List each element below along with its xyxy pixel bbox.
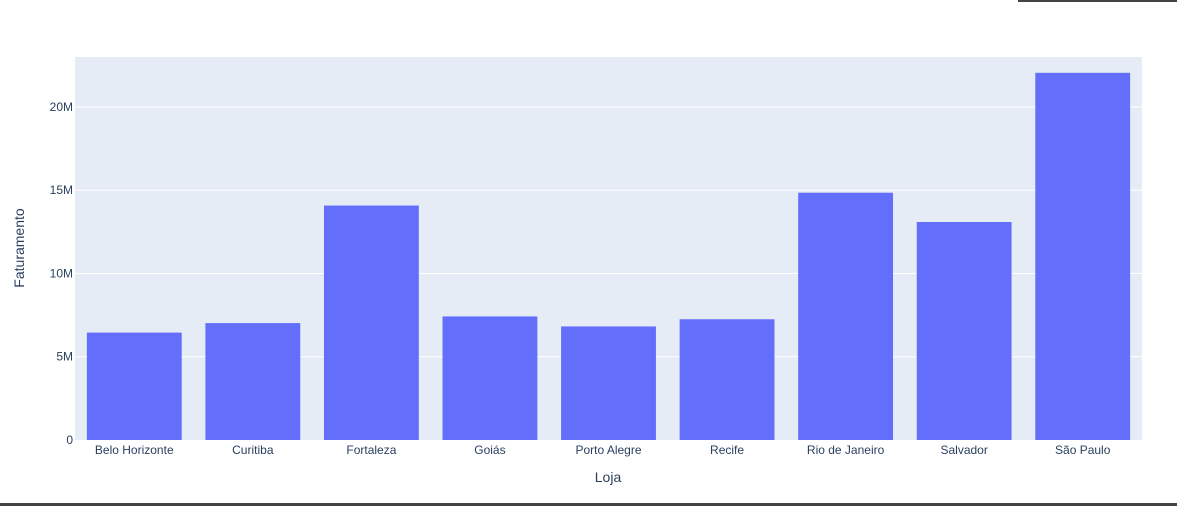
y-tick-label: 15M — [50, 183, 73, 197]
x-tick-label: Belo Horizonte — [95, 443, 174, 457]
x-tick-label: Curitiba — [232, 443, 274, 457]
bar[interactable] — [679, 319, 775, 440]
x-axis-title: Loja — [595, 469, 622, 485]
x-tick-label: Porto Alegre — [575, 443, 641, 457]
x-tick-label: São Paulo — [1055, 443, 1111, 457]
bar[interactable] — [561, 326, 656, 440]
y-tick-label: 10M — [50, 266, 73, 280]
x-tick-labels: Belo Horizonte Curitiba Fortaleza Goiás Port… — [95, 443, 1111, 457]
y-axis-title: Faturamento — [11, 208, 27, 288]
bar[interactable] — [798, 192, 894, 440]
bar[interactable] — [916, 222, 1012, 440]
bar[interactable] — [86, 332, 182, 440]
y-tick-label: 0 — [66, 433, 73, 447]
bars — [86, 72, 1131, 440]
x-tick-label: Salvador — [940, 443, 987, 457]
y-tick-label: 5M — [56, 350, 73, 364]
y-tick-labels: 0 5M 10M 15M 20M — [50, 100, 74, 447]
x-tick-label: Rio de Janeiro — [807, 443, 885, 457]
x-tick-label: Recife — [710, 443, 744, 457]
bar[interactable] — [205, 323, 301, 440]
bottom-border — [0, 503, 1177, 506]
x-tick-label: Fortaleza — [346, 443, 396, 457]
x-tick-label: Goiás — [474, 443, 505, 457]
y-tick-label: 20M — [50, 100, 73, 114]
bar[interactable] — [323, 205, 419, 440]
bar[interactable] — [1035, 72, 1131, 440]
modebar-edge — [1018, 0, 1177, 2]
bar[interactable] — [442, 316, 538, 440]
